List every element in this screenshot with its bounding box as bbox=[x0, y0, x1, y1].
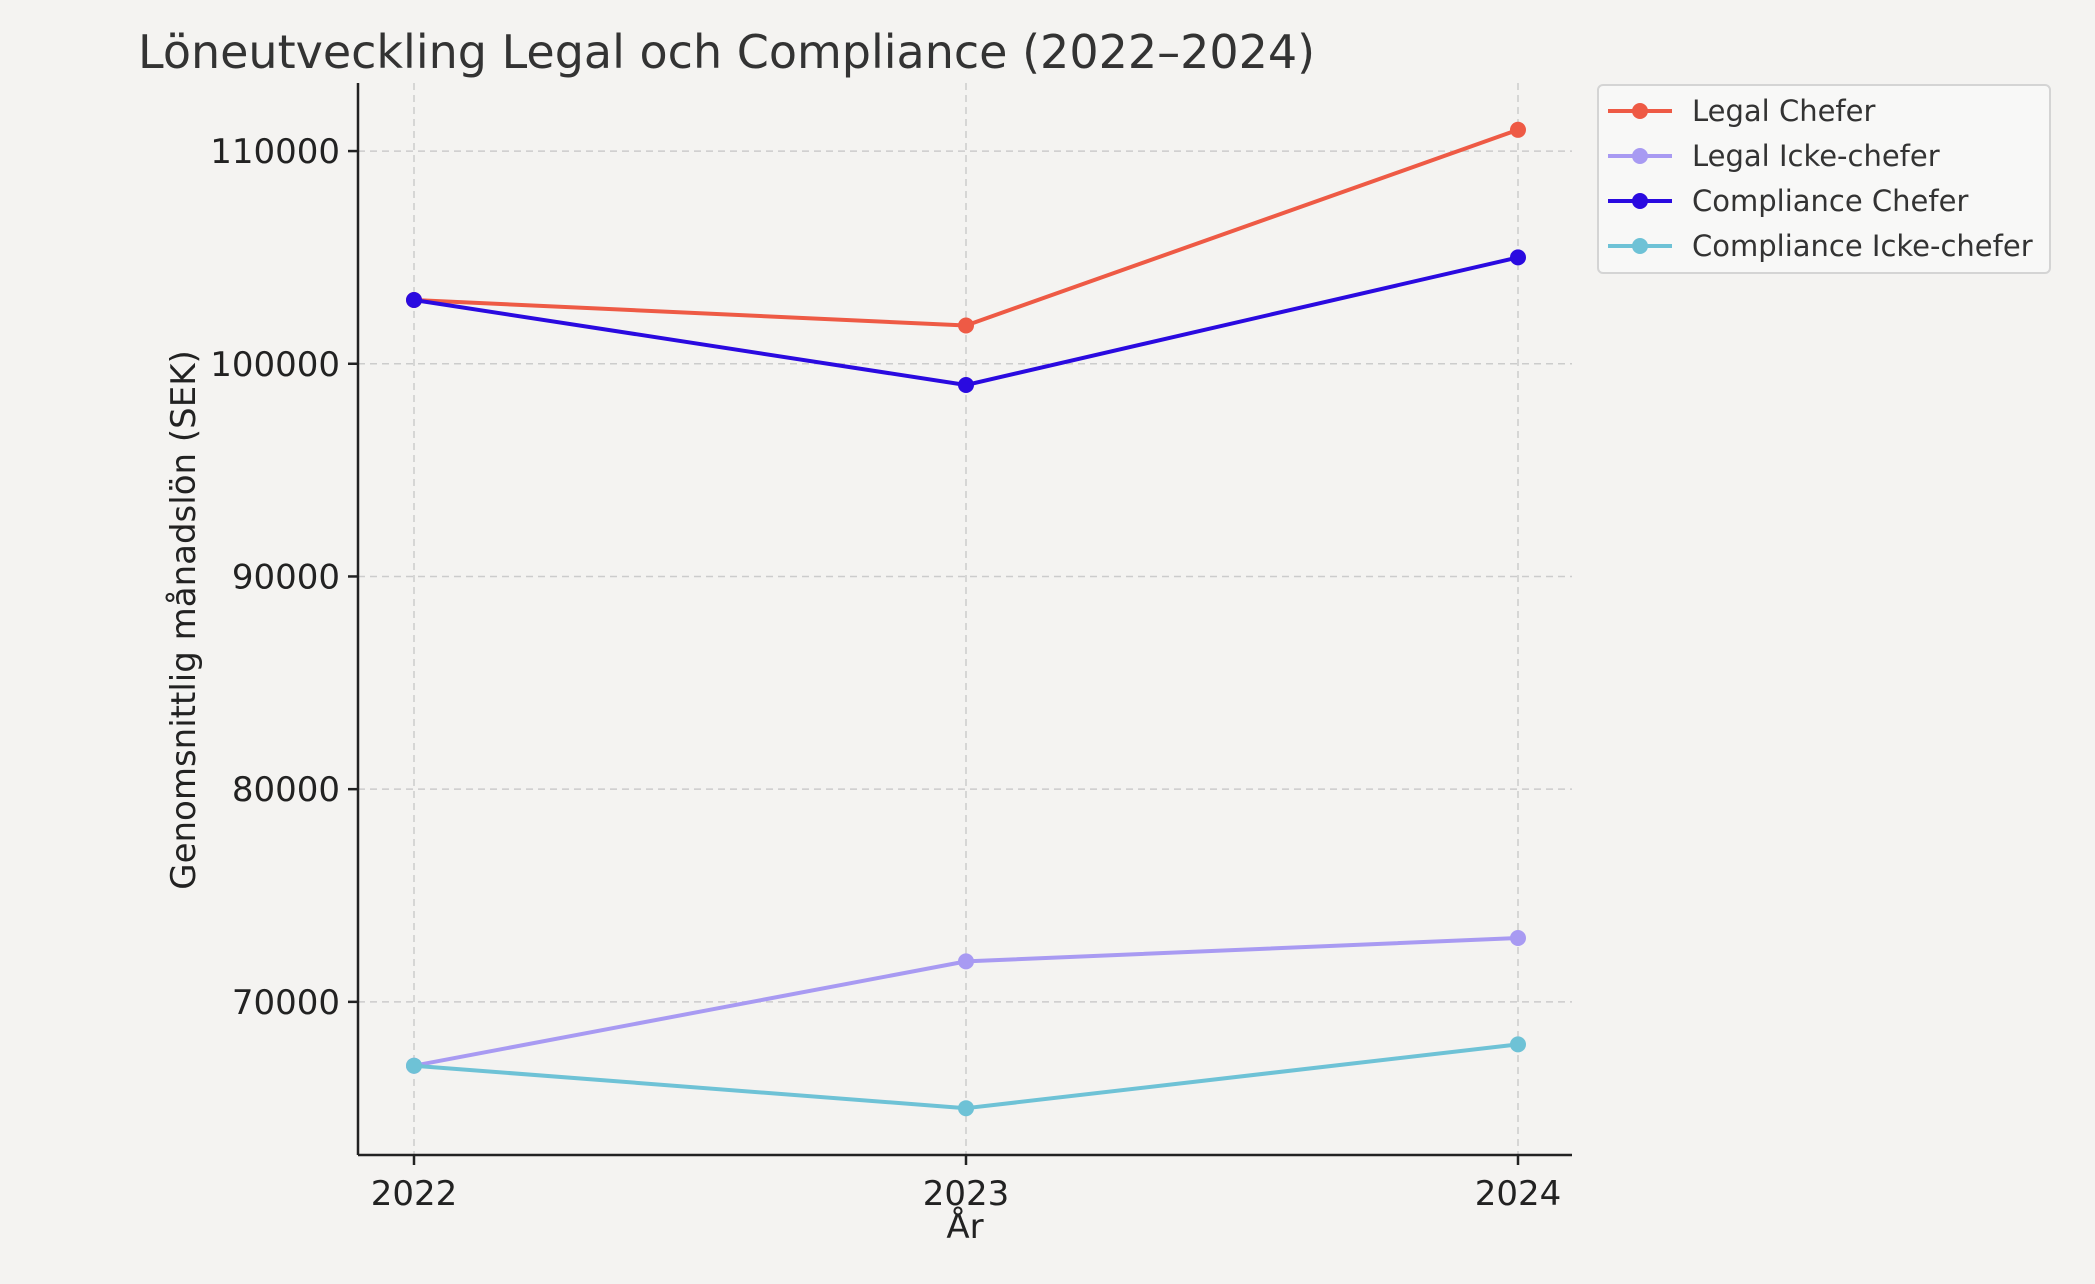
legend-label: Compliance Chefer bbox=[1692, 184, 1968, 218]
data-point bbox=[1510, 1036, 1526, 1053]
legend-marker bbox=[1632, 148, 1648, 164]
x-tick-label: 2022 bbox=[371, 1174, 458, 1214]
y-tick-label: 90000 bbox=[232, 557, 340, 597]
legend-box bbox=[1597, 84, 2051, 274]
y-axis-label: Genomsnittlig månadslön (SEK) bbox=[164, 350, 204, 890]
y-tick-label: 100000 bbox=[210, 345, 340, 385]
data-point bbox=[1510, 121, 1526, 138]
legend-label: Legal Icke-chefer bbox=[1692, 139, 1940, 173]
data-point bbox=[406, 292, 422, 308]
x-axis-label: År bbox=[946, 1206, 983, 1247]
data-point bbox=[958, 317, 974, 334]
series-2 bbox=[406, 249, 1526, 393]
legend-marker bbox=[1632, 193, 1648, 209]
legend-items: Legal Chefer Legal Icke-chefer Compliance … bbox=[1608, 94, 2033, 263]
y-tick-label: 110000 bbox=[210, 132, 340, 172]
legend-label: Legal Chefer bbox=[1692, 94, 1875, 128]
series-3 bbox=[406, 1036, 1526, 1117]
ticks-layer: 70000 80000 90000 100000 110000 2022 2023 2024 bbox=[210, 132, 1561, 1214]
series-line bbox=[413, 1042, 1519, 1111]
chart-title: Löneutveckling Legal och Compliance (202… bbox=[138, 25, 1315, 79]
legend-label: Compliance Icke-chefer bbox=[1692, 229, 2033, 263]
data-point bbox=[958, 953, 974, 970]
data-point bbox=[958, 1100, 974, 1117]
y-tick-label: 70000 bbox=[232, 983, 340, 1023]
legend: Legal Chefer Legal Icke-chefer Compliance … bbox=[1597, 84, 2051, 274]
axes-layer bbox=[356, 83, 1572, 1157]
x-tick-label: 2024 bbox=[1475, 1174, 1562, 1214]
grid-layer bbox=[358, 83, 1572, 1155]
data-point bbox=[958, 377, 974, 393]
legend-marker bbox=[1632, 238, 1648, 254]
legend-marker bbox=[1632, 103, 1648, 119]
data-point bbox=[1510, 249, 1526, 266]
data-point bbox=[406, 1057, 422, 1074]
data-point bbox=[1510, 930, 1526, 946]
x-tick-label: 2023 bbox=[923, 1174, 1010, 1214]
y-tick-label: 80000 bbox=[232, 770, 340, 810]
series-layer bbox=[406, 121, 1526, 1117]
